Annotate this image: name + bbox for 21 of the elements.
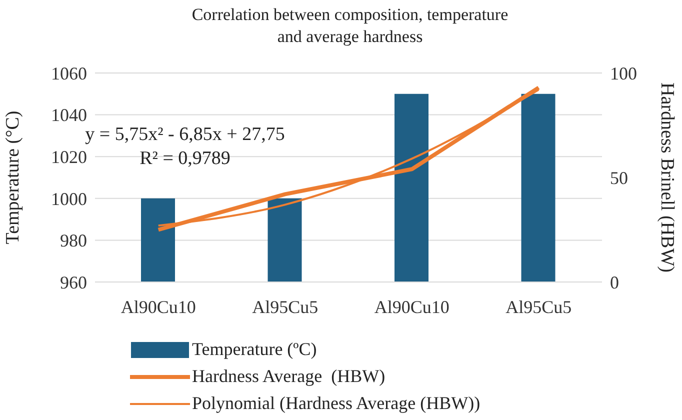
- legend-label: Polynomial (Hardness Average (HBW)): [192, 392, 480, 415]
- y-tick-label: 1060: [51, 63, 87, 84]
- y-tick-label: 1000: [51, 188, 87, 209]
- x-tick-label: Al95Cu5: [252, 296, 318, 317]
- y-tick-label: 1020: [51, 146, 87, 167]
- y2-tick-label: 50: [610, 168, 628, 188]
- y2-axis-title: Hardness Brinell (HBW): [656, 82, 678, 272]
- x-tick-label: Al95Cu5: [506, 296, 572, 317]
- y2-tick-label: 100: [610, 63, 637, 84]
- legend-label: Temperature (ºC): [192, 338, 317, 361]
- legend-label: Hardness Average (HBW): [192, 365, 386, 388]
- annotation: R² = 0,9789: [140, 148, 230, 169]
- annotation: y = 5,75x² - 6,85x + 27,75: [85, 124, 285, 145]
- x-tick-label: Al90Cu10: [374, 296, 450, 317]
- chart-title: Correlation between composition, temperature and average hardness: [190, 4, 510, 48]
- x-tick-label: Al90Cu10: [120, 296, 196, 317]
- y-axis-title: Temperature (°C): [2, 110, 24, 244]
- y-tick-label: 1040: [51, 105, 87, 126]
- y-tick-label: 960: [60, 272, 87, 292]
- y2-tick-label: 0: [610, 272, 619, 292]
- y-tick-label: 980: [60, 230, 87, 251]
